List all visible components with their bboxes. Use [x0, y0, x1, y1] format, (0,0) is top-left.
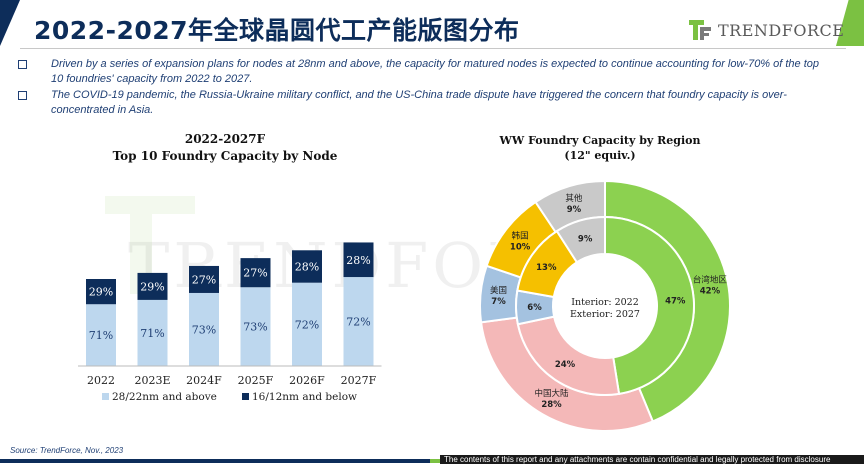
- interior-ring-slice-label: 13%: [536, 263, 557, 273]
- bullet-item: Driven by a series of expansion plans fo…: [18, 57, 830, 87]
- bar-segment-28nm-above: [189, 292, 219, 366]
- bar-data-label: 71%: [140, 327, 164, 340]
- bar-segment-28nm-above: [240, 287, 271, 366]
- legend-swatch-16nm-below: [242, 393, 249, 400]
- bar-data-label: 29%: [89, 286, 113, 299]
- bar-segment-28nm-above: [137, 299, 168, 366]
- x-tick-label: 2027F: [341, 374, 377, 387]
- bar-segment-16nm-below: [343, 242, 374, 278]
- exterior-ring-slice-label: 中国大陆: [534, 388, 569, 399]
- bar-segment-16nm-below: [240, 258, 271, 288]
- bar-data-label: 28%: [295, 260, 319, 273]
- donut-chart: 台湾地区42%中国大陆28%美国7%韩国10%其他9%47%24%6%13%9%…: [479, 179, 731, 432]
- donut-chart-title-line2: (12" equiv.): [564, 149, 636, 162]
- x-tick-label: 2025F: [238, 374, 274, 387]
- bar-segment-28nm-above: [343, 277, 374, 366]
- logo-mark-icon: [688, 18, 712, 42]
- legend-label: 16/12nm and below: [252, 391, 357, 403]
- bar-segment-16nm-below: [86, 279, 116, 305]
- exterior-ring-slice-label: 9%: [567, 205, 582, 215]
- exterior-ring-slice-label: 韩国: [512, 230, 529, 241]
- bar-chart-title-line1: 2022-2027F: [184, 132, 266, 146]
- bar-chart-title-line2: Top 10 Foundry Capacity by Node: [112, 149, 338, 163]
- interior-ring-slice-label: 47%: [665, 296, 686, 306]
- bar-data-label: 73%: [243, 321, 267, 334]
- bar-data-label: 72%: [295, 318, 319, 331]
- bar-data-label: 71%: [89, 329, 113, 342]
- bar-segment-28nm-above: [86, 304, 116, 366]
- legend-label: 28/22nm and above: [112, 391, 217, 403]
- page-title: 2022-2027年全球晶圆代工产能版图分布: [34, 16, 520, 45]
- bar-data-label: 27%: [192, 273, 216, 286]
- bar-data-label: 28%: [346, 254, 370, 267]
- exterior-ring-slice-label: 7%: [491, 297, 506, 307]
- logo-text: TRENDFORCE: [718, 20, 845, 40]
- exterior-ring-slice-label: 10%: [510, 242, 531, 252]
- x-tick-label: 2022: [87, 374, 115, 387]
- exterior-ring-slice-label: 美国: [490, 285, 507, 296]
- bar-segment-16nm-below: [137, 272, 168, 300]
- exterior-ring-slice-label: 28%: [541, 400, 562, 410]
- donut-chart-title-line1: WW Foundry Capacity by Region: [499, 134, 701, 147]
- bar-segment-16nm-below: [189, 265, 219, 293]
- legend-swatch-28nm-above: [102, 393, 109, 400]
- square-bullet-icon: [18, 91, 27, 100]
- x-tick-label: 2023E: [134, 374, 170, 387]
- center-label-exterior: Exterior: 2027: [570, 309, 640, 320]
- x-tick-label: 2024F: [186, 374, 222, 387]
- donut-chart-title: WW Foundry Capacity by Region (12" equiv…: [470, 133, 730, 163]
- footer-bar-navy: [0, 459, 430, 463]
- interior-ring-slice: [555, 215, 606, 264]
- bar-data-label: 27%: [243, 267, 267, 280]
- trendforce-logo: TRENDFORCE: [688, 18, 844, 42]
- donut-hole: [554, 255, 656, 357]
- bar-segment-16nm-below: [292, 250, 322, 283]
- bar-data-label: 73%: [192, 323, 216, 336]
- bar-chart-title: 2022-2027F Top 10 Foundry Capacity by No…: [100, 131, 350, 165]
- bullet-item: The COVID-19 pandemic, the Russia-Ukrain…: [18, 88, 830, 118]
- confidential-note: The contents of this report and any atta…: [440, 455, 864, 464]
- square-bullet-icon: [18, 60, 27, 69]
- interior-ring-slice: [604, 215, 695, 396]
- bar-segment-28nm-above: [292, 282, 322, 366]
- bullet-text: The COVID-19 pandemic, the Russia-Ukrain…: [51, 89, 787, 116]
- interior-ring-slice-label: 6%: [527, 303, 542, 313]
- bar-data-label: 72%: [346, 316, 370, 329]
- exterior-ring-slice-label: 台湾地区: [693, 275, 728, 286]
- interior-ring-slice-label: 9%: [578, 234, 593, 244]
- title-divider: [20, 48, 846, 49]
- interior-ring-slice-label: 24%: [555, 360, 576, 370]
- bar-chart: 71% 29% 2022 71% 29% 2023E 73% 27% 2024F 73% 27% 20…: [78, 242, 382, 403]
- exterior-ring-slice-label: 42%: [700, 287, 721, 297]
- source-note: Source: TrendForce, Nov., 2023: [10, 446, 124, 455]
- x-tick-label: 2026F: [289, 374, 325, 387]
- bar-data-label: 29%: [140, 280, 164, 293]
- corner-accent-left: [0, 0, 20, 46]
- bullet-list: Driven by a series of expansion plans fo…: [18, 57, 830, 119]
- bullet-text: Driven by a series of expansion plans fo…: [51, 58, 820, 85]
- center-label-interior: Interior: 2022: [571, 297, 639, 308]
- exterior-ring-slice-label: 其他: [565, 193, 583, 204]
